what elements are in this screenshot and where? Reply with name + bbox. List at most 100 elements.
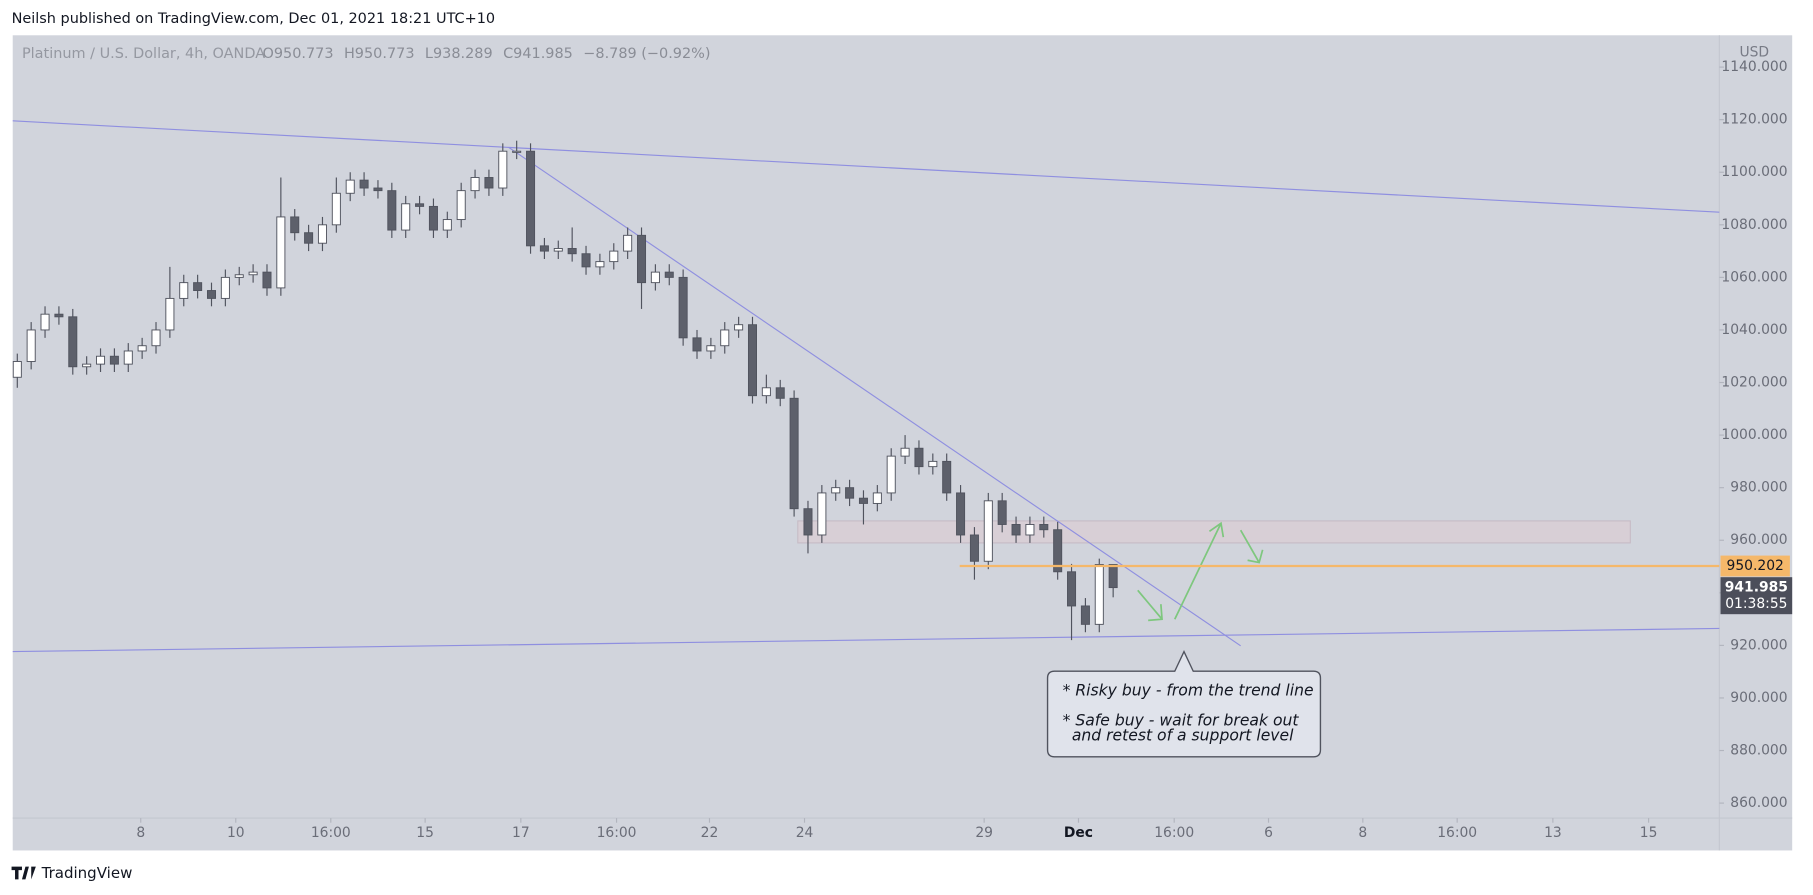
alert-label-bg bbox=[1720, 555, 1790, 577]
candle-body bbox=[553, 248, 563, 252]
x-tick-label: 22 bbox=[701, 825, 719, 841]
trend-line bbox=[12, 627, 1720, 653]
x-tick-label: 10 bbox=[227, 825, 245, 841]
y-tick-label: 1140.000 bbox=[1721, 59, 1787, 75]
trend-lines bbox=[12, 120, 1720, 653]
candle-body bbox=[595, 261, 605, 268]
candle-body bbox=[914, 447, 924, 468]
candle-body bbox=[317, 224, 327, 244]
y-tick-label: 980.000 bbox=[1730, 480, 1787, 496]
footer-brand: TradingView bbox=[41, 864, 133, 882]
y-tick-label: 1100.000 bbox=[1721, 164, 1787, 180]
arrow bbox=[1239, 529, 1264, 564]
candle-body bbox=[747, 324, 758, 397]
candle-body bbox=[359, 179, 369, 189]
x-tick-label: Dec bbox=[1064, 825, 1093, 841]
candle-body bbox=[539, 245, 549, 252]
x-tick-label: 16:00 bbox=[1154, 825, 1194, 841]
candle-body bbox=[387, 190, 397, 231]
candle-body bbox=[886, 455, 896, 494]
candle-body bbox=[845, 487, 855, 499]
y-tick-label: 1060.000 bbox=[1721, 269, 1787, 285]
candle-body bbox=[983, 500, 993, 562]
candle-body bbox=[456, 190, 466, 221]
annotation-text: * Risky buy - from the trend line bbox=[1063, 681, 1314, 699]
candle-body bbox=[678, 276, 688, 339]
candle-body bbox=[401, 203, 411, 231]
y-tick-label: 860.000 bbox=[1730, 795, 1787, 811]
candle-body bbox=[1094, 564, 1104, 625]
arrow bbox=[1137, 589, 1163, 622]
chart-background bbox=[12, 35, 1793, 851]
candle-body bbox=[1011, 524, 1021, 536]
marks bbox=[12, 140, 1118, 641]
candle-body bbox=[428, 205, 438, 231]
candle-body bbox=[415, 203, 425, 207]
candle-body bbox=[304, 232, 314, 244]
candle-body bbox=[581, 253, 591, 268]
annotation-text: and retest of a support level bbox=[1072, 726, 1294, 744]
candle-body bbox=[858, 497, 868, 504]
candle-body bbox=[12, 361, 22, 378]
candle-body bbox=[775, 387, 785, 399]
ohlc-value: C941.985 bbox=[503, 46, 573, 62]
candle-body bbox=[220, 276, 230, 299]
candle-body bbox=[526, 150, 536, 247]
candle-body bbox=[276, 216, 286, 289]
callout bbox=[1046, 649, 1322, 758]
candle-body bbox=[997, 500, 1007, 525]
candle-body bbox=[1108, 564, 1118, 589]
candle-body bbox=[664, 271, 674, 278]
candle-body bbox=[179, 282, 189, 299]
candle-body bbox=[248, 271, 258, 276]
y-tick-label: 1020.000 bbox=[1721, 375, 1787, 391]
x-tick-label: 29 bbox=[975, 825, 993, 841]
candle-body bbox=[734, 324, 744, 331]
candle-body bbox=[96, 355, 106, 365]
candle-body bbox=[637, 234, 647, 284]
x-tick-label: 6 bbox=[1264, 825, 1273, 841]
x-tick-label: 24 bbox=[796, 825, 814, 841]
candle-body bbox=[331, 192, 341, 226]
annotation-text: * Safe buy - wait for break out bbox=[1063, 711, 1300, 729]
y-tick-label: 1120.000 bbox=[1721, 112, 1787, 128]
candle-body bbox=[900, 447, 910, 457]
x-tick-label: 15 bbox=[416, 825, 434, 841]
arrow bbox=[1173, 521, 1225, 620]
trend-line bbox=[12, 120, 1720, 213]
zone-rect bbox=[797, 520, 1631, 544]
y-tick-label: 1080.000 bbox=[1721, 217, 1787, 233]
candle-body bbox=[470, 177, 480, 192]
candle-body bbox=[720, 329, 730, 347]
candle-body bbox=[26, 329, 36, 362]
candle-body bbox=[123, 350, 133, 365]
ohlc-value: L938.289 bbox=[425, 46, 493, 62]
x-tick-label: 16:00 bbox=[597, 825, 637, 841]
candle-body bbox=[1025, 524, 1035, 536]
alert-label: 950.202 bbox=[1727, 558, 1784, 574]
y-tick-label: 1040.000 bbox=[1721, 322, 1787, 338]
candle-body bbox=[761, 387, 771, 397]
candle-body bbox=[872, 492, 882, 504]
candle-body bbox=[54, 313, 64, 318]
candle-body bbox=[82, 363, 92, 368]
x-tick-label: 15 bbox=[1640, 825, 1658, 841]
candle-body bbox=[373, 187, 383, 192]
candle-body bbox=[831, 487, 841, 494]
candle-body bbox=[692, 337, 702, 352]
candle-body bbox=[109, 355, 119, 365]
candle-body bbox=[803, 508, 813, 536]
candle-body bbox=[969, 534, 979, 562]
candle-body bbox=[650, 271, 660, 284]
candle-body bbox=[484, 177, 494, 189]
candle-body bbox=[1067, 571, 1077, 607]
candle-body bbox=[706, 345, 716, 352]
symbol-title: Platinum / U.S. Dollar, 4h, OANDA bbox=[22, 46, 265, 62]
candle-body bbox=[512, 150, 522, 153]
arrows bbox=[1137, 521, 1264, 622]
ohlc-value: H950.773 bbox=[344, 46, 415, 62]
candle-body bbox=[165, 297, 175, 331]
candle-body bbox=[498, 150, 508, 189]
candle-body bbox=[290, 216, 300, 234]
